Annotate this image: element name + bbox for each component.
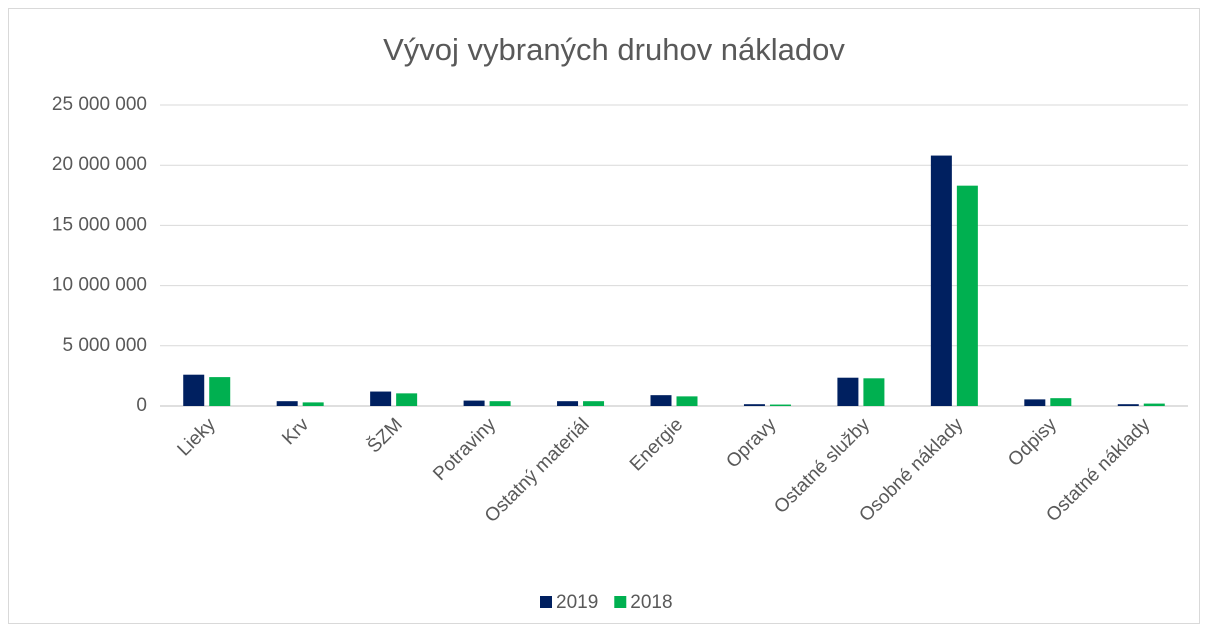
y-tick-label: 5 000 000 — [62, 335, 147, 356]
bar — [956, 185, 978, 406]
legend-label: 2019 — [556, 592, 598, 613]
legend-swatch — [614, 596, 627, 608]
bar — [1143, 403, 1165, 406]
bar — [1050, 398, 1072, 406]
bar — [557, 401, 579, 406]
y-tick-label: 0 — [136, 395, 147, 416]
bar — [209, 377, 231, 406]
bar — [930, 155, 952, 406]
bar — [183, 374, 205, 406]
y-tick-label: 20 000 000 — [52, 154, 147, 175]
chart-title: Vývoj vybraných druhov nákladov — [383, 32, 845, 67]
bar — [370, 391, 392, 406]
y-tick-label: 25 000 000 — [52, 94, 147, 115]
bar — [489, 401, 511, 406]
bar — [837, 377, 859, 406]
bar — [1024, 399, 1046, 406]
bar — [463, 400, 485, 406]
bar — [276, 401, 298, 406]
chart-frame — [8, 8, 1200, 624]
legend-swatch — [540, 596, 552, 608]
bar — [743, 404, 765, 406]
bar — [302, 402, 324, 406]
bar — [396, 393, 418, 406]
bar — [769, 404, 791, 406]
bar — [650, 395, 672, 406]
bar — [1117, 404, 1139, 406]
bar — [863, 378, 885, 406]
bar — [676, 396, 698, 406]
y-tick-label: 15 000 000 — [52, 214, 147, 235]
legend-label: 2018 — [630, 592, 672, 613]
y-tick-label: 10 000 000 — [52, 275, 147, 296]
bar — [583, 401, 605, 406]
